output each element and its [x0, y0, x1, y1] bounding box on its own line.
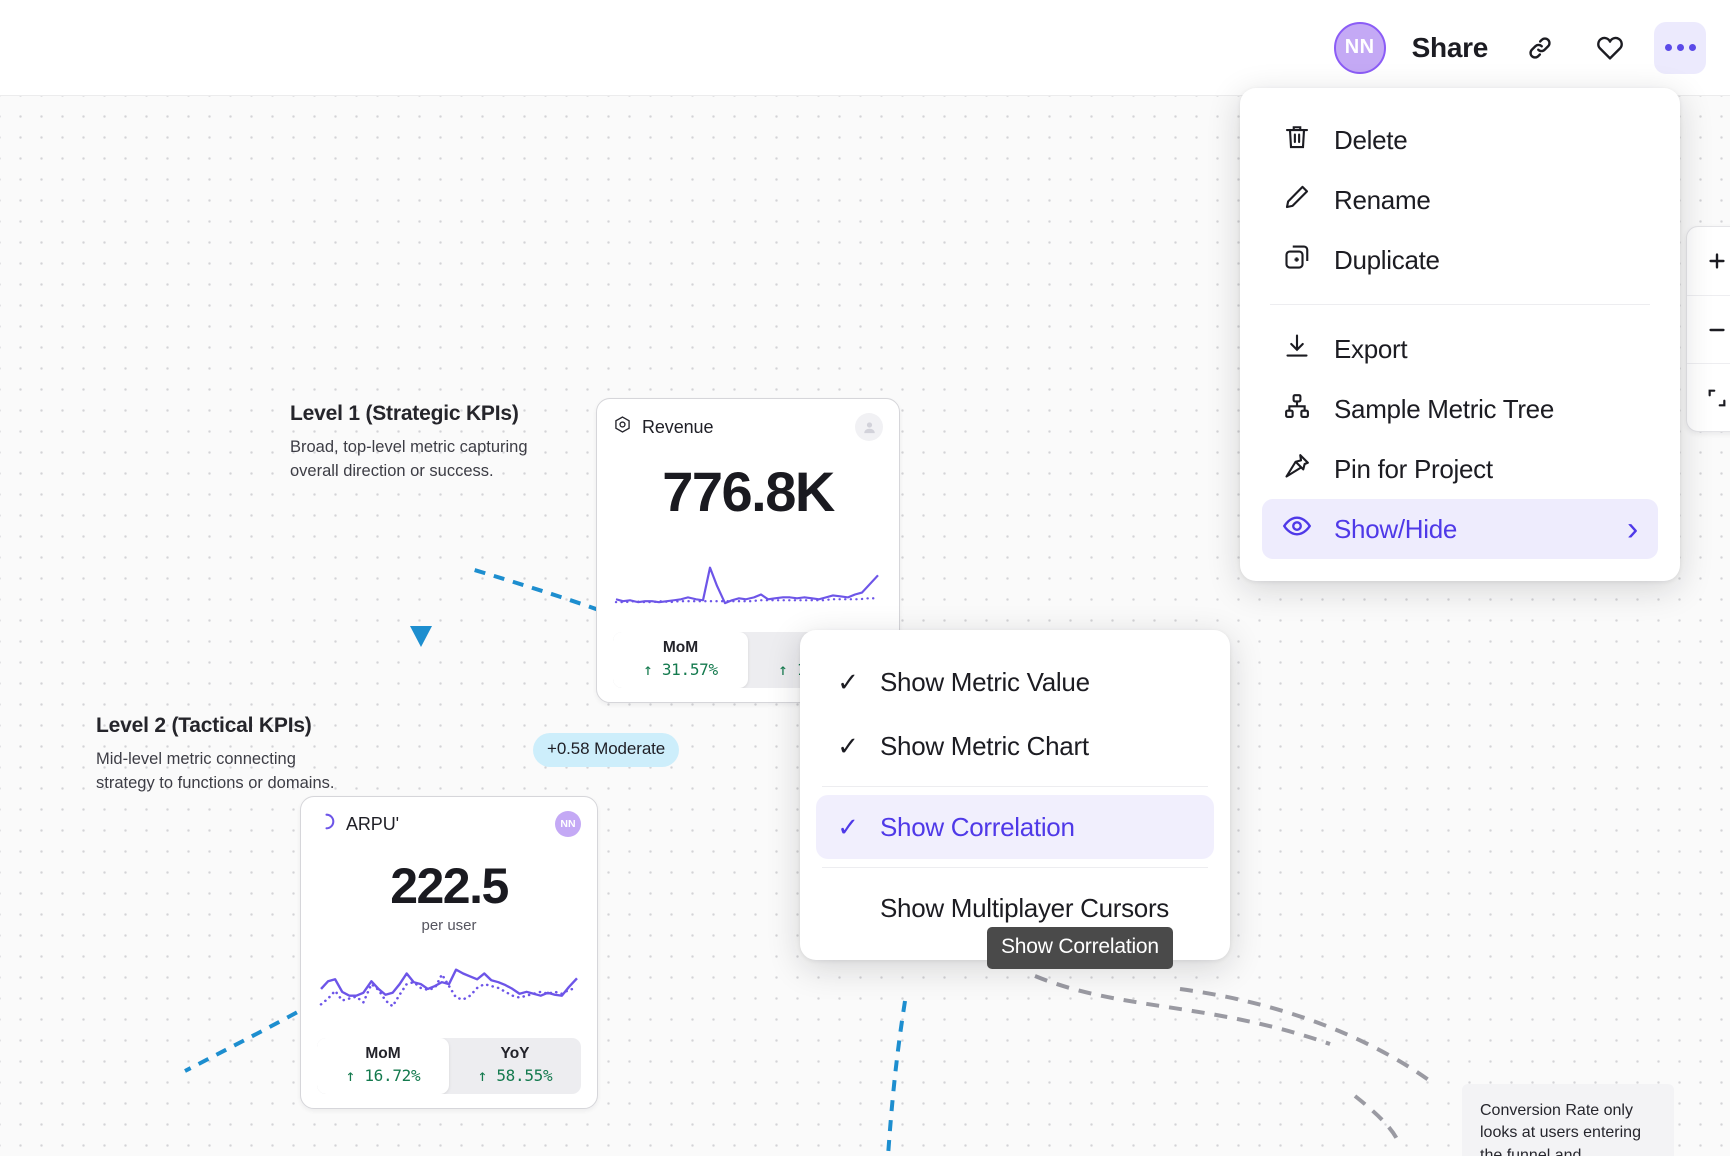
delta-value: ↑ 58.55% [477, 1066, 553, 1085]
delta-value: ↑ 31.57% [643, 660, 718, 679]
top-toolbar: NN Share [0, 0, 1730, 95]
menu-item-label: Pin for Project [1334, 453, 1493, 484]
menu-item-label: Show/Hide [1334, 513, 1458, 544]
menu-item-show-hide[interactable]: Show/Hide › [1262, 499, 1658, 559]
delta-label: MoM [365, 1045, 401, 1062]
menu-item-label: Export [1334, 333, 1408, 364]
eye-icon [1282, 511, 1312, 548]
menu-item-pin-for-project[interactable]: Pin for Project [1262, 439, 1658, 499]
more-horizontal-icon[interactable] [1654, 21, 1706, 74]
level-1-label: Level 1 (Strategic KPIs) Broad, top-leve… [290, 402, 540, 484]
submenu-item-label: Show Metric Chart [880, 730, 1089, 761]
submenu-item-show-metric-value[interactable]: ✓ Show Metric Value [816, 650, 1214, 714]
delta-mom[interactable]: MoM ↑ 31.57% [613, 632, 748, 688]
level-2-title: Level 2 (Tactical KPIs) [96, 714, 312, 737]
zoom-out-button[interactable] [1687, 295, 1730, 363]
sparkline-chart [319, 968, 579, 1009]
sticky-note[interactable]: Conversion Rate only looks at users ente… [1462, 1084, 1674, 1156]
menu-item-label: Delete [1334, 124, 1408, 155]
link-icon[interactable] [1514, 22, 1566, 74]
avatar[interactable]: NN [555, 811, 581, 837]
sparkline-chart [614, 566, 880, 605]
show-hide-submenu[interactable]: ✓ Show Metric Value ✓ Show Metric Chart … [800, 630, 1230, 960]
menu-item-delete[interactable]: Delete [1262, 110, 1658, 170]
tooltip: Show Correlation [987, 927, 1173, 969]
avatar[interactable]: NN [1333, 21, 1386, 74]
submenu-item-show-multiplayer-cursors[interactable]: Show Multiplayer Cursors [816, 876, 1214, 940]
heart-icon[interactable] [1584, 22, 1636, 74]
check-icon: ✓ [837, 666, 859, 697]
menu-item-export[interactable]: Export [1262, 319, 1658, 379]
menu-item-label: Sample Metric Tree [1334, 393, 1555, 424]
menu-divider [1270, 304, 1650, 305]
context-menu[interactable]: Delete Rename Duplicate [1240, 88, 1680, 581]
submenu-item-show-metric-chart[interactable]: ✓ Show Metric Chart [816, 714, 1214, 778]
level-1-description: Broad, top-level metric capturing overal… [290, 438, 528, 480]
download-icon [1282, 331, 1312, 368]
delta-label: YoY [500, 1045, 530, 1062]
card-header: ARPU' NN [317, 811, 581, 837]
submenu-item-label: Show Multiplayer Cursors [880, 892, 1170, 923]
zoom-in-button[interactable] [1687, 227, 1730, 295]
check-icon: ✓ [837, 730, 859, 761]
menu-item-rename[interactable]: Rename [1262, 170, 1658, 230]
correlation-badge[interactable]: +0.58 Moderate [533, 733, 680, 767]
dots [1664, 44, 1696, 51]
menu-item-duplicate[interactable]: Duplicate [1262, 230, 1658, 290]
metric-value: 222.5 [390, 858, 509, 914]
submenu-divider [822, 867, 1208, 868]
submenu-divider [822, 786, 1208, 787]
submenu-item-show-correlation[interactable]: ✓ Show Correlation [816, 795, 1214, 859]
metric-unit: per user [421, 917, 477, 934]
metric-card-arpu[interactable]: ARPU' NN 222.5 per user MoM ↑ 16.72% YoY… [300, 796, 598, 1109]
hexagon-metric-icon [613, 415, 632, 439]
fit-to-screen-button[interactable] [1687, 363, 1730, 431]
level-1-title: Level 1 (Strategic KPIs) [290, 402, 519, 425]
avatar[interactable] [855, 413, 883, 441]
card-header: Revenue [613, 413, 883, 441]
card-title: Revenue [642, 416, 714, 437]
pencil-icon [1282, 182, 1312, 219]
level-2-label: Level 2 (Tactical KPIs) Mid-level metric… [96, 714, 346, 796]
share-button[interactable]: Share [1411, 31, 1489, 63]
metric-tree-icon [1282, 391, 1312, 428]
menu-item-label: Duplicate [1334, 244, 1440, 275]
submenu-item-label: Show Metric Value [880, 666, 1090, 697]
zoom-controls[interactable] [1686, 226, 1730, 432]
delta-value: ↑ 16.72% [345, 1066, 421, 1085]
menu-item-label: Rename [1334, 184, 1431, 215]
submenu-item-label: Show Correlation [880, 811, 1075, 842]
menu-item-sample-metric-tree[interactable]: Sample Metric Tree [1262, 379, 1658, 439]
edge-layer [184, 527, 1432, 1156]
pin-icon [1282, 451, 1312, 488]
metric-value: 776.8K [662, 460, 835, 523]
delta-toggle-group[interactable]: MoM ↑ 16.72% YoY ↑ 58.55% [317, 1038, 581, 1094]
loading-crescent-icon [317, 812, 336, 836]
level-2-description: Mid-level metric connecting strategy to … [96, 750, 335, 792]
card-title: ARPU' [346, 813, 399, 834]
delta-mom[interactable]: MoM ↑ 16.72% [317, 1038, 449, 1094]
trash-icon [1282, 122, 1312, 159]
check-icon: ✓ [837, 811, 859, 842]
duplicate-icon [1282, 242, 1312, 279]
delta-label: MoM [662, 639, 699, 656]
delta-yoy[interactable]: YoY ↑ 58.55% [449, 1038, 581, 1094]
